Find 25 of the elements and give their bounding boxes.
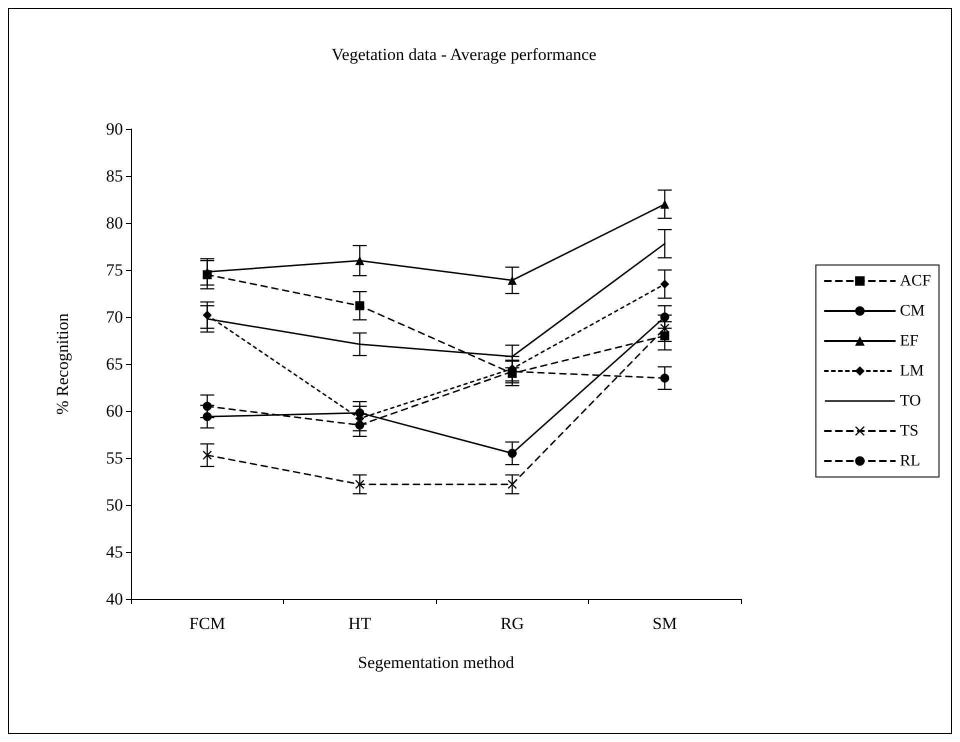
legend-label: RL	[900, 452, 920, 470]
legend-label: ACF	[900, 272, 932, 290]
chart-title: Vegetation data - Average performance	[332, 45, 596, 64]
y-tick-label: 55	[106, 448, 123, 468]
legend-label: LM	[900, 362, 924, 380]
y-tick-label: 50	[106, 496, 123, 514]
legend-label: TS	[900, 422, 919, 440]
y-tick-label: 75	[106, 260, 123, 280]
legend-label: CM	[900, 302, 925, 320]
legend-label: TO	[900, 392, 921, 410]
y-tick-label: 80	[106, 214, 123, 232]
x-tick-label: RG	[500, 614, 524, 633]
y-tick-label: 40	[106, 590, 123, 608]
y-tick-label: 70	[106, 308, 123, 326]
legend-label: EF	[900, 332, 919, 350]
y-tick-label: 60	[106, 402, 123, 420]
x-tick-label: SM	[652, 614, 678, 633]
y-tick-label: 85	[106, 166, 123, 186]
y-tick-label: 45	[106, 542, 123, 562]
x-tick-label: HT	[348, 614, 372, 633]
x-tick-label: FCM	[189, 614, 226, 633]
y-tick-label: 65	[106, 354, 123, 374]
y-axis-title: % Recognition	[53, 312, 72, 415]
y-tick-label: 90	[106, 120, 123, 138]
x-axis-title: Segementation method	[358, 653, 515, 672]
